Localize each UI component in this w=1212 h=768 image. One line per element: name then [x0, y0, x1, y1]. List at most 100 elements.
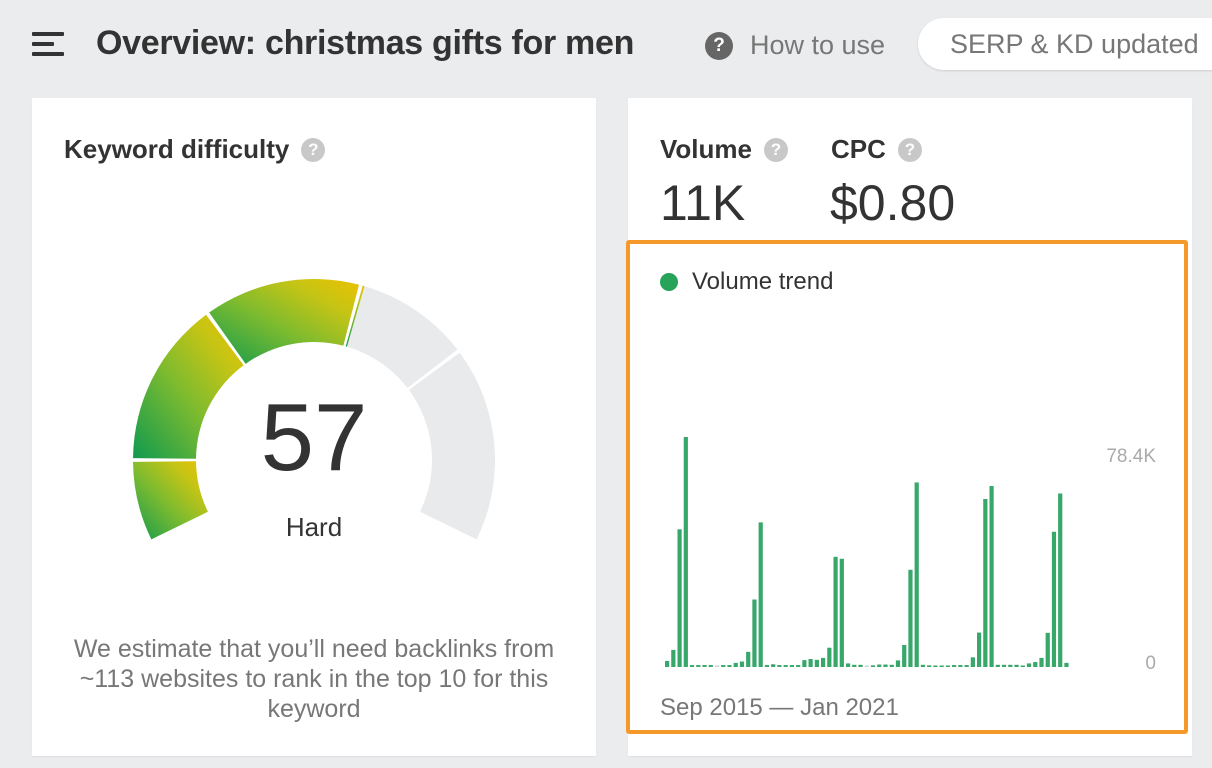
- volume-bar[interactable]: [920, 664, 926, 667]
- volume-heading: Volume ?: [660, 134, 788, 165]
- volume-bar[interactable]: [864, 665, 869, 668]
- legend-dot-icon: [660, 273, 678, 291]
- how-to-use-link[interactable]: ? How to use: [705, 30, 885, 61]
- difficulty-gauge: [133, 279, 496, 540]
- volume-bar[interactable]: [789, 665, 794, 667]
- volume-bar[interactable]: [1051, 531, 1057, 667]
- volume-bar[interactable]: [764, 665, 770, 667]
- cpc-title: CPC: [831, 134, 886, 164]
- difficulty-score: 57: [260, 384, 368, 491]
- keyword-difficulty-help-icon[interactable]: ?: [301, 137, 326, 162]
- volume-bar[interactable]: [1033, 662, 1038, 667]
- volume-bar[interactable]: [821, 657, 826, 667]
- volume-bar[interactable]: [933, 665, 938, 668]
- gauge-segment-filled: [345, 285, 365, 347]
- volume-bar[interactable]: [739, 661, 745, 667]
- volume-bar[interactable]: [683, 437, 688, 667]
- volume-bar[interactable]: [839, 558, 844, 667]
- volume-bar[interactable]: [696, 665, 701, 667]
- volume-bar[interactable]: [989, 486, 994, 667]
- volume-help-icon[interactable]: ?: [763, 137, 788, 162]
- volume-bar[interactable]: [1008, 664, 1013, 667]
- volume-bar[interactable]: [814, 659, 819, 667]
- hamburger-menu-icon[interactable]: [32, 32, 64, 56]
- page-header: Overview: christmas gifts for men ? How …: [0, 0, 1212, 92]
- volume-bar[interactable]: [1020, 665, 1025, 668]
- volume-bar[interactable]: [958, 665, 963, 667]
- volume-title: Volume: [660, 134, 752, 164]
- volume-bar[interactable]: [1026, 663, 1032, 667]
- volume-bar[interactable]: [665, 660, 670, 667]
- backlinks-estimate-text: We estimate that you’ll need backlinks f…: [73, 635, 555, 723]
- volume-bar[interactable]: [914, 482, 919, 667]
- volume-bar[interactable]: [852, 664, 857, 667]
- cpc-value: $0.80: [830, 175, 956, 231]
- gauge-segment-filled: [133, 314, 244, 459]
- volume-bar[interactable]: [927, 665, 932, 667]
- y-tick-label-zero: 0: [1145, 653, 1156, 674]
- difficulty-rating: Hard: [285, 512, 343, 542]
- volume-bar[interactable]: [945, 665, 950, 668]
- volume-bar[interactable]: [845, 663, 851, 667]
- gauge-segment-filled: [209, 279, 360, 364]
- volume-bar[interactable]: [902, 644, 907, 667]
- volume-bar[interactable]: [714, 665, 720, 668]
- volume-trend-panel: Volume trend 78.4K 0 Sep 2015 — Jan 2021: [626, 240, 1188, 734]
- volume-bar[interactable]: [908, 569, 913, 667]
- date-range-label: Sep 2015 — Jan 2021: [660, 694, 899, 721]
- volume-bar[interactable]: [983, 498, 988, 667]
- volume-bar[interactable]: [870, 665, 876, 667]
- volume-bar[interactable]: [827, 647, 832, 667]
- volume-bar[interactable]: [1058, 493, 1063, 667]
- volume-bar[interactable]: [752, 599, 757, 667]
- volume-value: 11K: [660, 175, 746, 231]
- volume-bar[interactable]: [677, 529, 682, 667]
- volume-bar[interactable]: [796, 665, 801, 667]
- serp-kd-updated-button[interactable]: SERP & KD updated: [918, 18, 1212, 70]
- help-circle-icon: ?: [705, 31, 733, 60]
- volume-bar[interactable]: [1001, 664, 1007, 667]
- volume-bar[interactable]: [1014, 664, 1019, 667]
- gauge-segment-filled: [133, 461, 208, 540]
- volume-bar[interactable]: [877, 664, 882, 667]
- volume-bar[interactable]: [977, 632, 982, 667]
- volume-bar[interactable]: [702, 665, 707, 667]
- volume-bar[interactable]: [746, 651, 751, 667]
- keyword-difficulty-heading: Keyword difficulty ?: [64, 134, 326, 165]
- volume-bar[interactable]: [721, 665, 726, 667]
- volume-bar[interactable]: [771, 664, 776, 667]
- volume-bar[interactable]: [964, 665, 969, 667]
- how-to-use-label: How to use: [750, 30, 886, 60]
- volume-trend-chart: 78.4K 0: [665, 437, 1156, 674]
- volume-bar[interactable]: [895, 660, 901, 667]
- volume-bar[interactable]: [783, 665, 788, 667]
- volume-bar[interactable]: [689, 665, 695, 667]
- volume-bar[interactable]: [952, 665, 957, 667]
- volume-bar[interactable]: [708, 665, 713, 667]
- volume-bar[interactable]: [889, 664, 894, 667]
- volume-bar[interactable]: [733, 662, 738, 667]
- volume-bar[interactable]: [1045, 632, 1050, 667]
- volume-bar[interactable]: [777, 665, 782, 667]
- y-tick-label-max: 78.4K: [1106, 446, 1156, 467]
- volume-bar[interactable]: [833, 556, 838, 667]
- volume-bar[interactable]: [1039, 657, 1044, 667]
- volume-bar[interactable]: [808, 659, 813, 667]
- volume-trend-title: Volume trend: [692, 268, 834, 295]
- volume-bar[interactable]: [970, 657, 975, 667]
- volume-bar[interactable]: [995, 664, 1000, 667]
- volume-bar[interactable]: [939, 665, 944, 668]
- cpc-help-icon[interactable]: ?: [897, 137, 922, 162]
- volume-bar[interactable]: [758, 522, 763, 667]
- keyword-difficulty-card: Keyword difficulty ? 57 Hard We estimate…: [32, 98, 596, 756]
- volume-bar[interactable]: [671, 649, 676, 667]
- volume-bar[interactable]: [858, 664, 863, 667]
- volume-bar[interactable]: [727, 665, 732, 667]
- volume-bar[interactable]: [1064, 662, 1069, 667]
- volume-bar[interactable]: [883, 664, 888, 667]
- volume-bar[interactable]: [802, 660, 807, 667]
- keyword-difficulty-title: Keyword difficulty: [64, 134, 290, 164]
- gauge-segment-empty: [408, 352, 496, 540]
- cpc-heading: CPC ?: [831, 134, 922, 165]
- gauge-segment-empty: [347, 286, 458, 389]
